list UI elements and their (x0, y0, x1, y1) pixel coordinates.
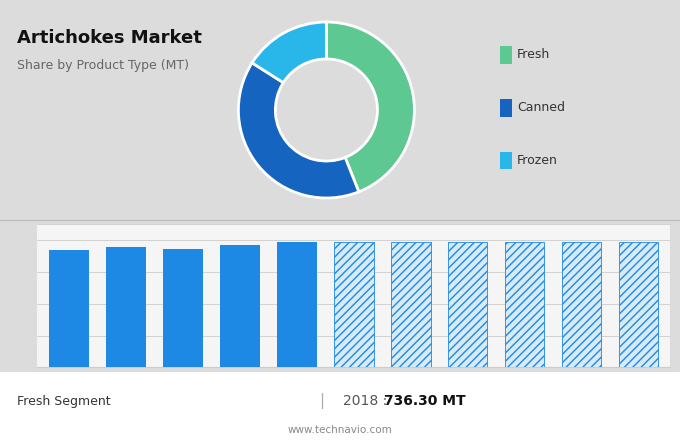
Text: 736.30 MT: 736.30 MT (384, 394, 466, 408)
Text: |: | (320, 393, 325, 409)
Wedge shape (252, 22, 326, 83)
Text: 2018 :: 2018 : (343, 394, 392, 408)
Bar (619, 242, 658, 367)
Text: Canned: Canned (517, 101, 565, 114)
Bar (106, 247, 146, 367)
Text: www.technavio.com: www.technavio.com (288, 425, 392, 435)
Text: Artichokes Market: Artichokes Market (17, 29, 202, 47)
Bar (163, 249, 203, 367)
Bar (447, 242, 488, 367)
Text: Fresh Segment: Fresh Segment (17, 395, 111, 408)
Text: Frozen: Frozen (517, 154, 558, 167)
Text: Share by Product Type (MT): Share by Product Type (MT) (17, 59, 189, 73)
Bar (562, 242, 601, 367)
Bar (390, 242, 430, 367)
Wedge shape (239, 63, 359, 198)
Bar (277, 242, 317, 367)
Bar (220, 246, 260, 367)
Bar (505, 242, 545, 367)
Text: Fresh: Fresh (517, 48, 550, 62)
Bar (49, 250, 88, 367)
Wedge shape (326, 22, 414, 192)
Bar (334, 242, 373, 367)
